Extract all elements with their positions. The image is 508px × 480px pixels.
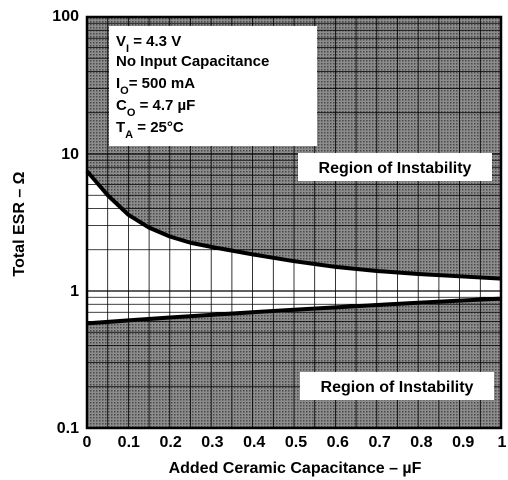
conditions-box: VI = 4.3 V No Input Capacitance IO= 500 … (109, 26, 317, 146)
y-axis: 100 10 1 0.1 (52, 8, 79, 437)
x-tick-label: 0.3 (201, 434, 223, 451)
x-tick-label: 0.6 (327, 434, 349, 451)
region-upper-label: Region of Instability (319, 160, 472, 177)
lower-boundary-line (86, 296, 502, 326)
region-lower-label: Region of Instability (321, 379, 474, 396)
plot-frame (85, 15, 503, 430)
region-upper-bg (298, 153, 492, 181)
x-tick-label: 0 (83, 434, 92, 451)
x-tick-label: 0.2 (159, 434, 181, 451)
conditions-box-bg (109, 26, 317, 146)
x-axis: 0 0.1 0.2 0.3 0.4 0.5 0.6 0.7 0.8 0.9 1 (83, 434, 507, 451)
upper-boundary-line (85, 169, 502, 281)
region-upper: Region of Instability (298, 153, 492, 181)
cond-io: IO= 500 mA (116, 75, 195, 97)
y-tick-label: 100 (52, 8, 79, 25)
y-tick-label: 1 (70, 283, 79, 300)
y-tick-label: 0.1 (57, 420, 79, 437)
x-tick-label: 0.7 (368, 434, 390, 451)
x-tick-label: 0.8 (410, 434, 432, 451)
cond-input: No Input Capacitance (116, 53, 269, 70)
cond-vi: VI = 4.3 V (116, 33, 181, 55)
y-axis-title: Total ESR – Ω (11, 171, 28, 276)
cond-ta: TA = 25°C (116, 119, 184, 141)
x-tick-label: 1 (498, 434, 507, 451)
region-lower: Region of Instability (300, 372, 494, 400)
region-lower-bg (300, 372, 494, 400)
x-tick-label: 0.9 (452, 434, 474, 451)
x-tick-label: 0.4 (243, 434, 265, 451)
cond-co: CO = 4.7 µF (116, 97, 195, 119)
x-axis-title: Added Ceramic Capacitance – µF (169, 460, 422, 477)
x-tick-label: 0.5 (285, 434, 307, 451)
y-tick-label: 10 (61, 146, 79, 163)
x-tick-label: 0.1 (118, 434, 140, 451)
